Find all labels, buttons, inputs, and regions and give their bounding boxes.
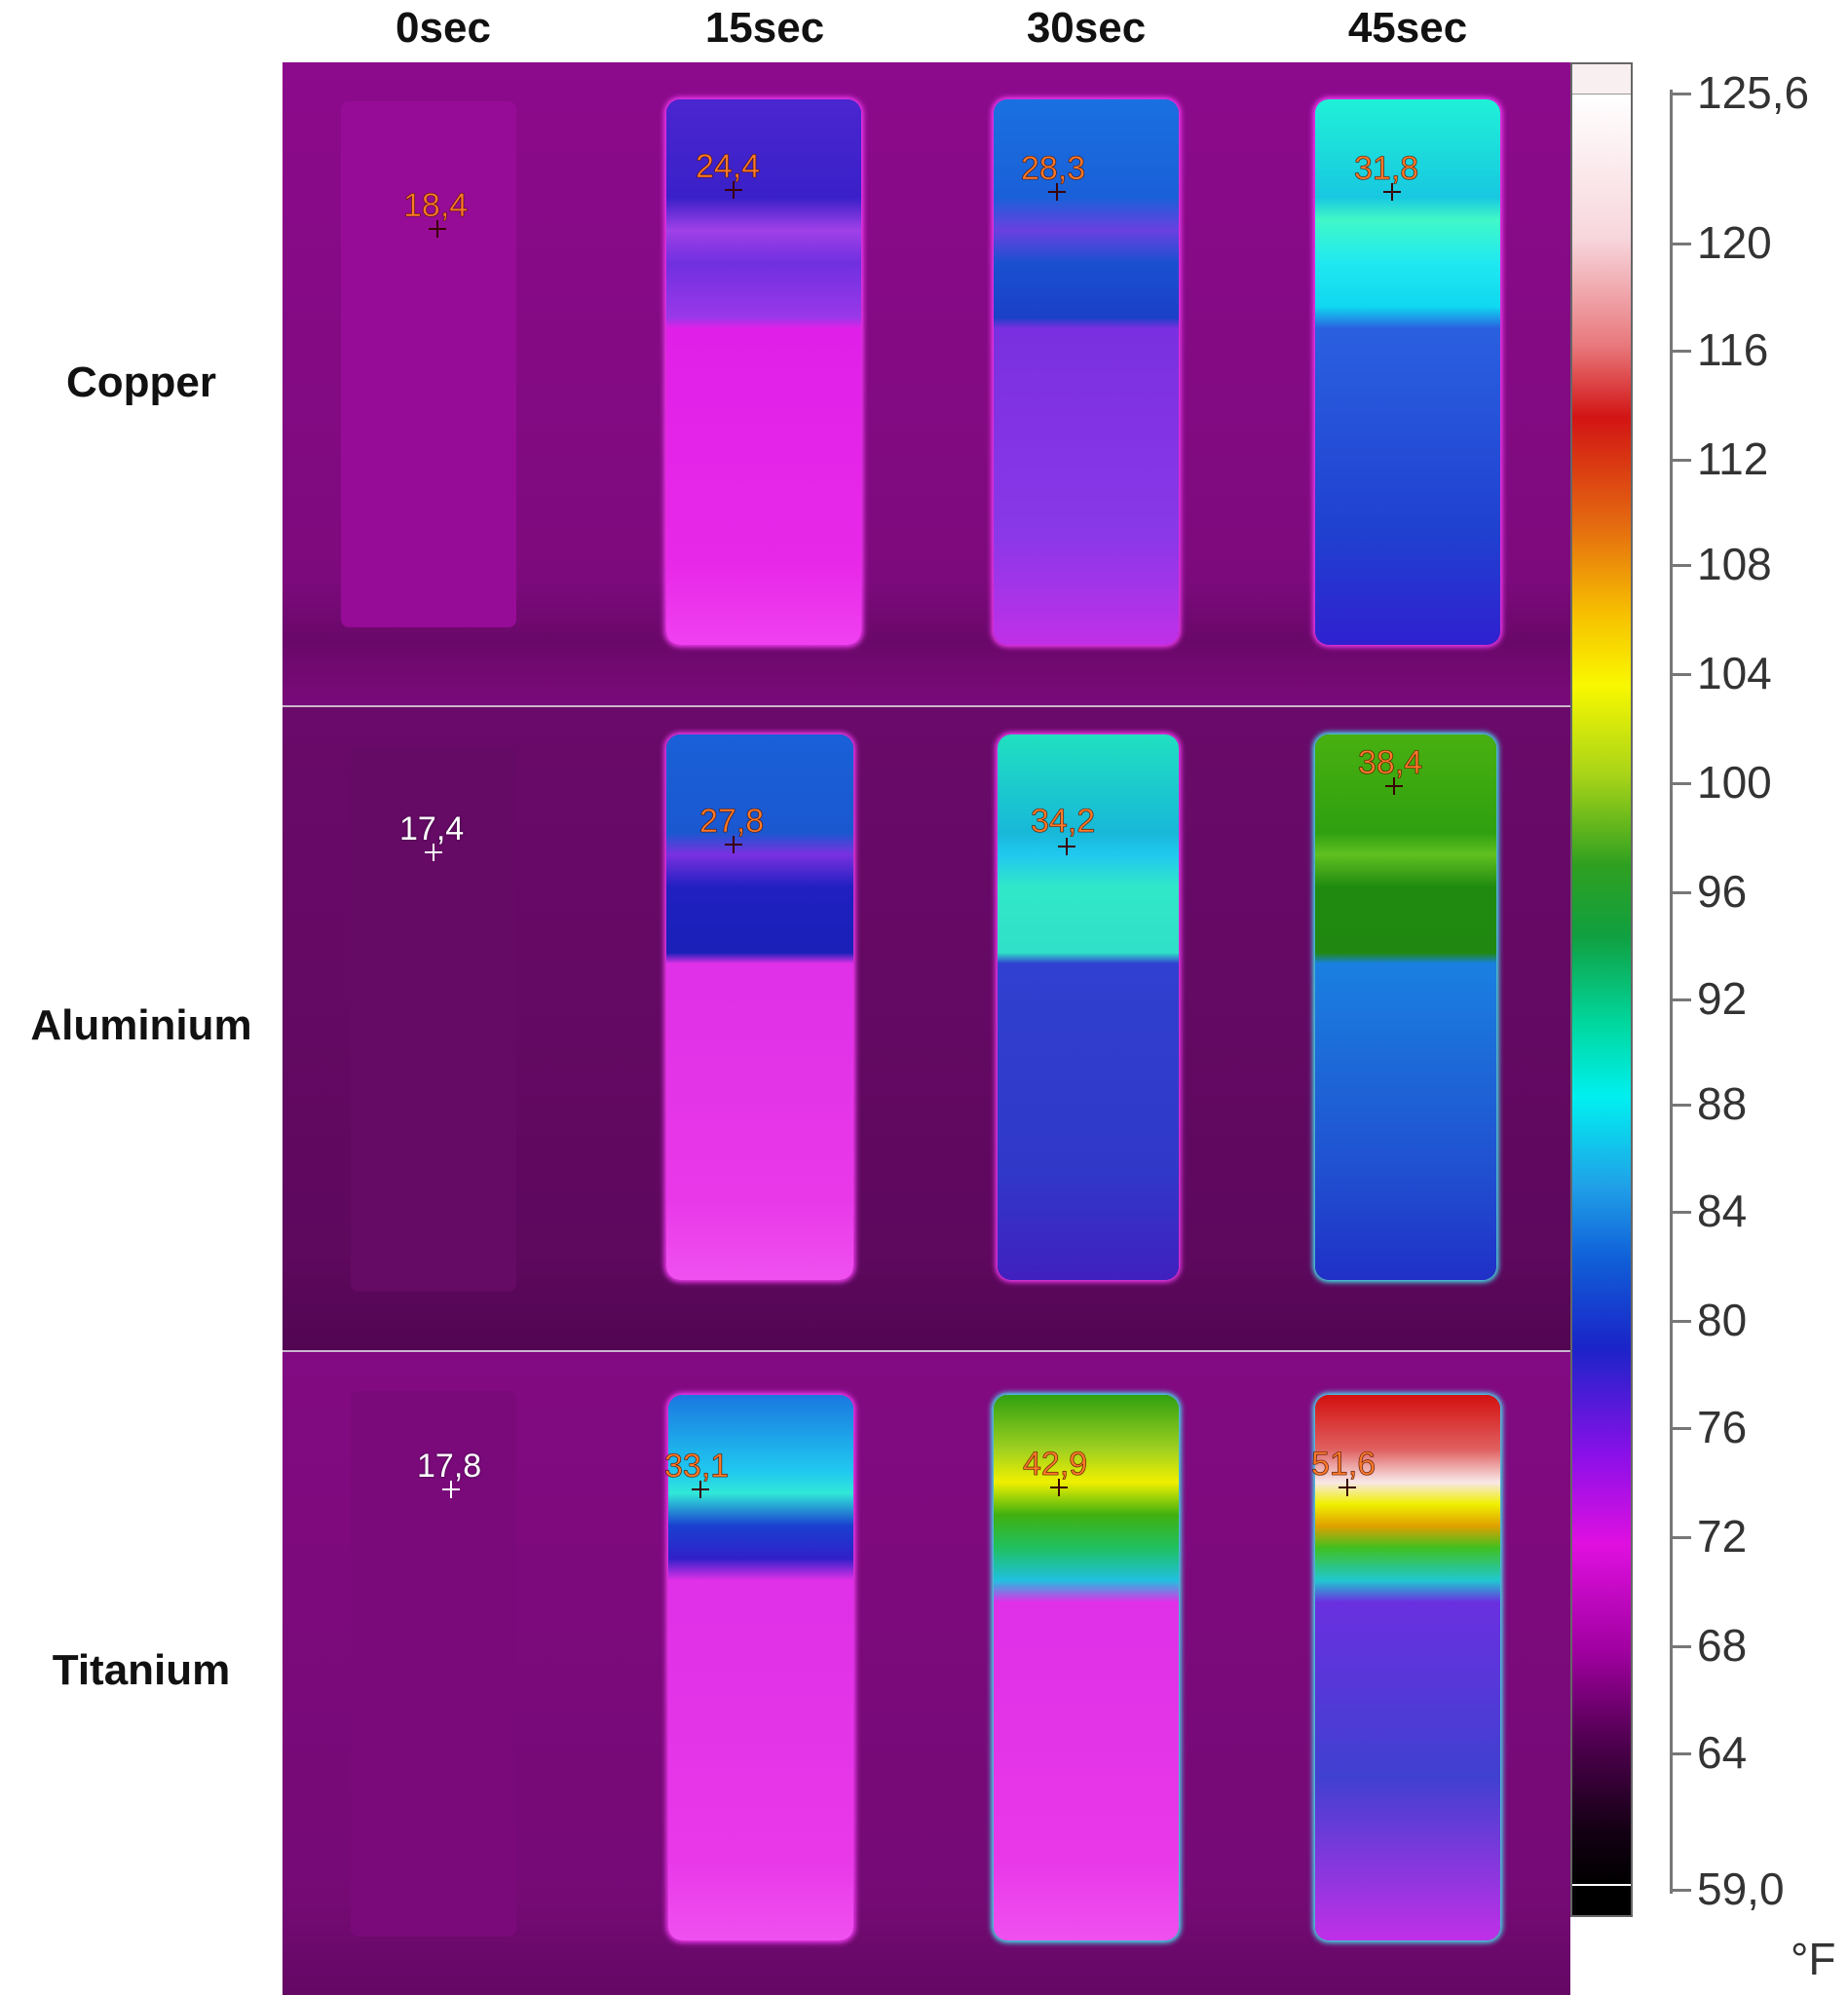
scale-tick-label: 68	[1697, 1620, 1748, 1671]
column-label-15sec: 15sec	[704, 4, 825, 52]
scale-axis-line	[1670, 90, 1673, 1894]
scale-tick	[1670, 1104, 1691, 1107]
scale-tick-label: 64	[1697, 1727, 1748, 1778]
temperature-reading: 31,8	[1354, 150, 1419, 187]
scale-tick	[1670, 350, 1691, 353]
temperature-reading: 17,8	[417, 1448, 482, 1485]
crosshair-icon	[1058, 838, 1075, 855]
scale-tick-label: 92	[1697, 973, 1748, 1024]
crosshair-icon	[429, 220, 446, 238]
crosshair-icon	[425, 844, 442, 861]
scale-tick	[1670, 1536, 1691, 1539]
row-label-titanium: Titanium	[52, 1646, 231, 1694]
scale-tick	[1670, 891, 1691, 894]
crosshair-icon	[692, 1481, 709, 1498]
scale-tick-label: 108	[1697, 539, 1772, 589]
row-label-aluminium: Aluminium	[30, 1001, 252, 1049]
temperature-reading: 24,4	[696, 148, 761, 185]
temperature-reading: 38,4	[1358, 744, 1423, 781]
color-bar-gradient	[1572, 95, 1631, 1884]
thermal-cell-copper-15sec: 24,4	[604, 62, 925, 705]
scale-tick-label: 116	[1697, 324, 1769, 375]
temperature-reading: 34,2	[1031, 803, 1096, 840]
scale-tick	[1670, 1752, 1691, 1755]
color-bar-underflow-cap	[1572, 1886, 1631, 1915]
row-label-copper: Copper	[66, 358, 216, 406]
panel-divider	[283, 705, 1570, 707]
column-label-30sec: 30sec	[1026, 4, 1147, 52]
crosshair-icon	[1048, 183, 1066, 201]
temperature-reading: 42,9	[1023, 1446, 1088, 1483]
thermal-cell-aluminium-30sec: 34,2	[925, 707, 1247, 1350]
scale-tick-label: 84	[1697, 1186, 1748, 1236]
scale-tick	[1670, 673, 1691, 676]
crosshair-icon	[1383, 183, 1401, 201]
color-bar-overflow-cap	[1572, 64, 1631, 94]
scale-tick	[1670, 1427, 1691, 1430]
scale-tick	[1670, 1320, 1691, 1323]
panel-divider	[283, 1350, 1570, 1352]
crosshair-icon	[1339, 1479, 1356, 1496]
thermal-cell-copper-45sec: 31,8	[1247, 62, 1568, 705]
crosshair-icon	[1050, 1479, 1068, 1496]
thermal-cell-titanium-45sec: 51,6	[1247, 1352, 1568, 1995]
thermal-cell-aluminium-45sec: 38,4	[1247, 707, 1568, 1350]
scale-tick	[1670, 998, 1691, 1001]
temperature-reading: 18,4	[403, 187, 469, 224]
scale-tick-label: 125,6	[1697, 67, 1810, 118]
scale-tick-label: 59,0	[1697, 1863, 1785, 1914]
thermal-panel-aluminium: 17,4 27,8 34,2 38,4	[283, 707, 1570, 1350]
temperature-color-bar	[1570, 62, 1633, 1917]
thermal-cell-titanium-15sec: 33,1	[604, 1352, 925, 1995]
scale-tick	[1670, 1211, 1691, 1214]
crosshair-icon	[1385, 777, 1403, 795]
scale-tick-label: 88	[1697, 1078, 1748, 1129]
temperature-reading: 28,3	[1021, 150, 1086, 187]
scale-tick	[1670, 782, 1691, 785]
scale-tick	[1670, 459, 1691, 462]
crosshair-icon	[725, 181, 742, 199]
scale-tick	[1670, 564, 1691, 567]
column-label-0sec: 0sec	[396, 4, 491, 52]
thermal-cell-aluminium-15sec: 27,8	[604, 707, 925, 1350]
scale-tick-label: 120	[1697, 217, 1772, 268]
scale-tick-label: 112	[1697, 433, 1769, 484]
thermal-cell-titanium-0sec: 17,8	[283, 1352, 604, 1995]
thermal-panel-titanium: 17,8 33,1 42,9 51,6	[283, 1352, 1570, 1995]
thermal-cell-aluminium-0sec: 17,4	[283, 707, 604, 1350]
crosshair-icon	[725, 836, 742, 853]
scale-tick-label: 100	[1697, 757, 1772, 808]
thermal-panel-copper: 18,4 24,4 28,3 31,8	[283, 62, 1570, 705]
scale-tick-label: 76	[1697, 1402, 1748, 1452]
scale-tick-label: 104	[1697, 648, 1772, 698]
temperature-reading: 33,1	[664, 1448, 730, 1485]
thermal-cell-copper-30sec: 28,3	[925, 62, 1247, 705]
scale-tick	[1670, 243, 1691, 245]
temperature-reading: 17,4	[399, 810, 465, 847]
scale-tick	[1670, 93, 1691, 95]
temperature-reading: 27,8	[699, 803, 765, 840]
temperature-reading: 51,6	[1311, 1446, 1377, 1483]
scale-tick-label: 72	[1697, 1511, 1748, 1562]
scale-tick-label: 80	[1697, 1295, 1748, 1345]
temperature-unit: °F	[1791, 1934, 1836, 1984]
scale-tick	[1670, 1645, 1691, 1648]
scale-tick-label: 96	[1697, 866, 1748, 917]
thermal-cell-copper-0sec: 18,4	[283, 62, 604, 705]
thermal-image-grid: 18,4 24,4 28,3 31,8 17,4	[283, 62, 1570, 1995]
crosshair-icon	[442, 1481, 460, 1498]
thermal-cell-titanium-30sec: 42,9	[925, 1352, 1247, 1995]
scale-tick	[1670, 1889, 1691, 1892]
column-label-45sec: 45sec	[1347, 4, 1468, 52]
